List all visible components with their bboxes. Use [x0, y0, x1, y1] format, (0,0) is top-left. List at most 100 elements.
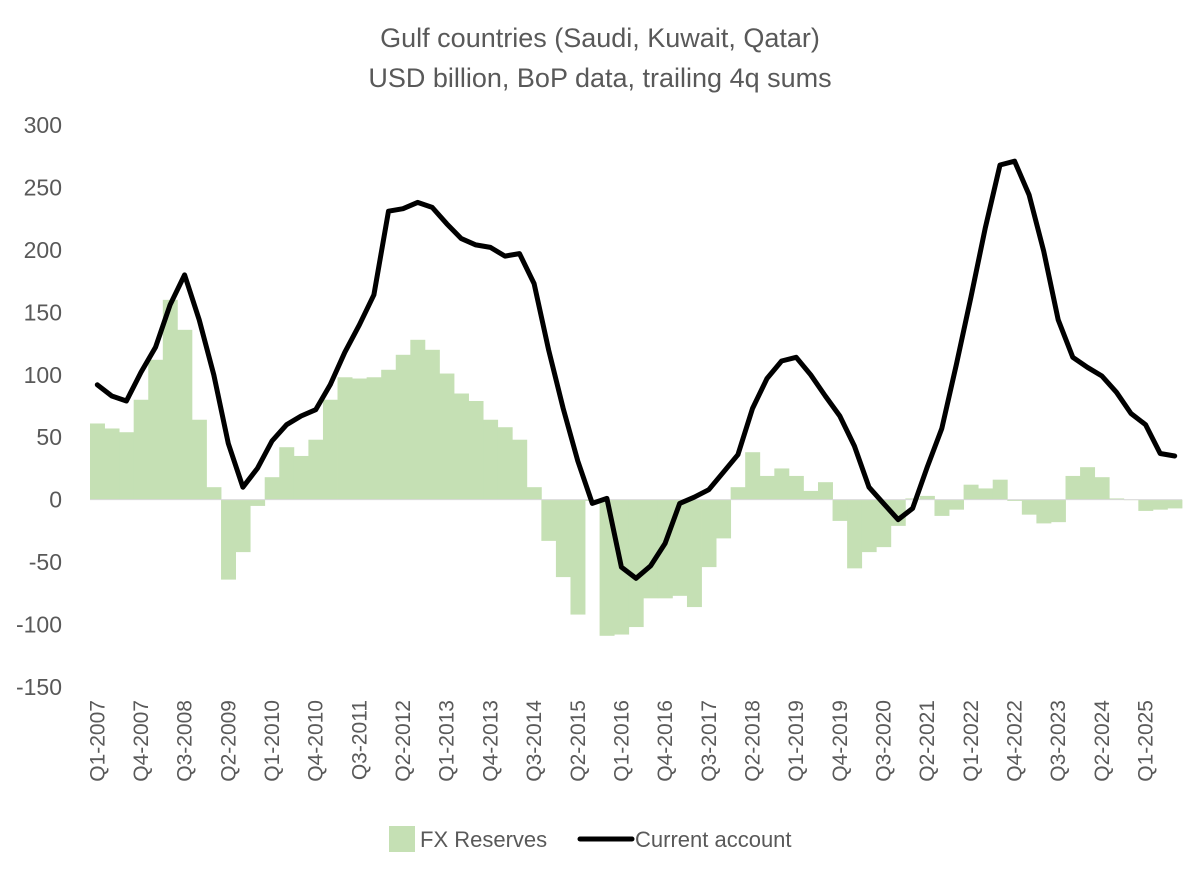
fx-reserves-bar: [468, 401, 484, 500]
fx-reserves-bar: [235, 499, 251, 553]
fx-reserves-bar: [1109, 498, 1125, 500]
y-tick-label: 0: [49, 487, 62, 513]
y-tick-label: -100: [16, 612, 62, 638]
fx-reserves-bar: [293, 455, 309, 500]
fx-reserves-bar: [497, 427, 513, 500]
y-tick-label: 100: [24, 362, 62, 388]
current-account-series: [94, 158, 1178, 581]
chart-subtitle: USD billion, BoP data, trailing 4q sums: [368, 63, 831, 93]
y-tick-label: 200: [24, 237, 62, 263]
y-axis-ticks: 300 250 200 150 100 50 0 -50 -100 -150: [16, 112, 62, 700]
fx-reserves-bar: [250, 499, 266, 506]
fx-reserves-bar: [191, 419, 207, 500]
fx-reserves-bar: [701, 499, 717, 568]
x-tick-label: Q1-2013: [436, 700, 459, 782]
x-tick-label: Q1-2016: [610, 700, 633, 782]
fx-reserves-bar: [221, 499, 236, 580]
fx-reserves-bar: [759, 475, 775, 500]
fx-reserves-bar: [395, 354, 411, 500]
chart-title: Gulf countries (Saudi, Kuwait, Qatar): [380, 23, 820, 53]
fx-reserves-bar: [876, 499, 892, 548]
x-tick-label: Q4-2022: [1004, 700, 1027, 782]
x-tick-label: Q2-2024: [1091, 700, 1114, 782]
fx-reserves-bar: [90, 423, 105, 500]
x-tick-label: Q3-2017: [698, 700, 721, 782]
fx-reserves-bar: [686, 499, 702, 608]
fx-reserves-bar: [1167, 499, 1183, 509]
y-tick-label: -150: [16, 674, 62, 700]
fx-reserves-bar: [1021, 499, 1037, 515]
fx-reserves-bars: [90, 299, 1183, 636]
x-tick-label: Q3-2020: [873, 700, 896, 782]
legend-label-current-account: Current account: [635, 827, 792, 852]
fx-reserves-bar: [963, 484, 979, 500]
fx-reserves-bar: [410, 339, 426, 500]
y-tick-label: 250: [24, 174, 62, 200]
fx-reserves-bar: [861, 499, 877, 553]
legend-swatch-fx-reserves: [389, 826, 415, 852]
x-tick-label: Q4-2016: [654, 700, 677, 782]
fx-reserves-bar: [716, 499, 732, 539]
fx-reserves-bar: [279, 447, 295, 500]
fx-reserves-bar: [919, 495, 935, 500]
fx-reserves-bar: [526, 487, 542, 500]
y-tick-label: 150: [24, 299, 62, 325]
fx-reserves-bar: [847, 499, 863, 569]
x-tick-label: Q4-2013: [479, 700, 502, 782]
x-tick-label: Q2-2021: [916, 700, 939, 782]
legend-label-fx-reserves: FX Reserves: [420, 827, 547, 852]
x-tick-label: Q4-2019: [829, 700, 852, 782]
fx-reserves-bar: [177, 329, 193, 500]
fx-reserves-bar: [832, 499, 848, 521]
fx-reserves-bar: [119, 432, 135, 500]
fx-reserves-bar: [730, 487, 746, 500]
fx-reserves-bar: [454, 393, 469, 500]
fx-reserves-bar: [1080, 467, 1096, 500]
fx-reserves-bar: [599, 499, 615, 636]
x-tick-label: Q4-2007: [130, 700, 153, 782]
fx-reserves-bar: [905, 498, 921, 500]
x-tick-label: Q2-2012: [392, 700, 415, 782]
fx-reserves-bar: [934, 499, 950, 516]
fx-reserves-bar: [1050, 499, 1066, 523]
fx-reserves-bar: [381, 369, 397, 500]
x-tick-label: Q3-2008: [174, 700, 197, 782]
fx-reserves-bar: [657, 499, 673, 599]
fx-reserves-bar: [788, 475, 804, 500]
fx-reserves-bar: [366, 377, 382, 500]
fx-reserves-bar: [555, 499, 571, 578]
x-tick-label: Q2-2009: [217, 700, 240, 782]
fx-reserves-bar: [570, 499, 586, 615]
fx-reserves-bar: [439, 373, 455, 500]
y-tick-label: 300: [24, 112, 62, 138]
x-axis-ticks: Q1-2007 Q4-2007 Q3-2008 Q2-2009 Q1-2010 Q4-20…: [86, 700, 1157, 782]
fx-reserves-bar: [483, 419, 499, 500]
fx-reserves-bar: [541, 499, 557, 541]
fx-reserves-bar: [104, 428, 120, 500]
x-tick-label: Q1-2022: [960, 700, 983, 782]
fx-reserves-bar: [1094, 477, 1110, 500]
fx-reserves-bar: [206, 487, 222, 500]
fx-reserves-bar: [308, 439, 324, 500]
y-tick-label: -50: [29, 549, 62, 575]
fx-reserves-bar: [672, 499, 688, 596]
fx-reserves-bar: [992, 479, 1008, 500]
fx-reserves-bar: [1065, 475, 1081, 500]
fx-reserves-bar: [774, 468, 790, 500]
fx-reserves-bar: [803, 490, 819, 500]
fx-reserves-bar: [424, 349, 440, 500]
fx-reserves-bar: [322, 399, 338, 500]
fx-reserves-bar: [1036, 499, 1052, 524]
fx-reserves-bar: [628, 499, 644, 628]
fx-reserves-bar: [352, 378, 368, 500]
current-account-line: [94, 158, 1178, 581]
fx-reserves-bar: [337, 377, 353, 500]
fx-reserves-bar: [148, 359, 164, 500]
fx-reserves-bar: [949, 499, 964, 510]
fx-reserves-bar: [1138, 499, 1154, 511]
y-tick-label: 50: [36, 424, 62, 450]
fx-reserves-bar: [264, 477, 280, 500]
x-tick-label: Q2-2015: [567, 700, 590, 782]
x-tick-label: Q4-2010: [305, 700, 328, 782]
